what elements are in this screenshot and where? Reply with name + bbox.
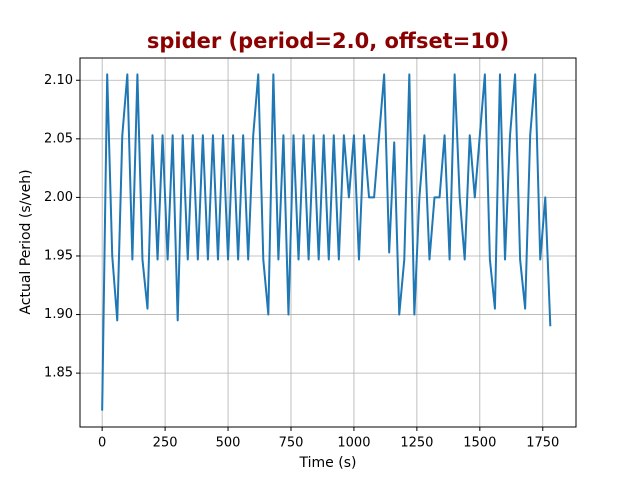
x-tick-label: 1500 [463,436,496,451]
y-tick-label: 2.10 [44,73,73,88]
y-tick-label: 1.85 [44,366,73,381]
x-axis-label: Time (s) [299,455,357,471]
x-tick-label: 750 [279,436,304,451]
y-axis-label: Actual Period (s/veh) [18,169,34,314]
x-tick-label: 1000 [337,436,370,451]
y-tick-label: 1.95 [44,248,73,263]
y-tick-label: 2.05 [44,131,73,146]
x-tick-label: 0 [98,436,106,451]
y-tick-label: 1.90 [44,307,73,322]
data-line [101,73,552,411]
plot-frame [79,57,577,428]
chart-title: spider (period=2.0, offset=10) [147,29,509,53]
x-tick-label: 500 [216,436,241,451]
x-tick-label: 1250 [400,436,433,451]
x-tick-label: 1750 [526,436,559,451]
y-tick-label: 2.00 [44,190,73,205]
x-tick-label: 250 [153,436,178,451]
